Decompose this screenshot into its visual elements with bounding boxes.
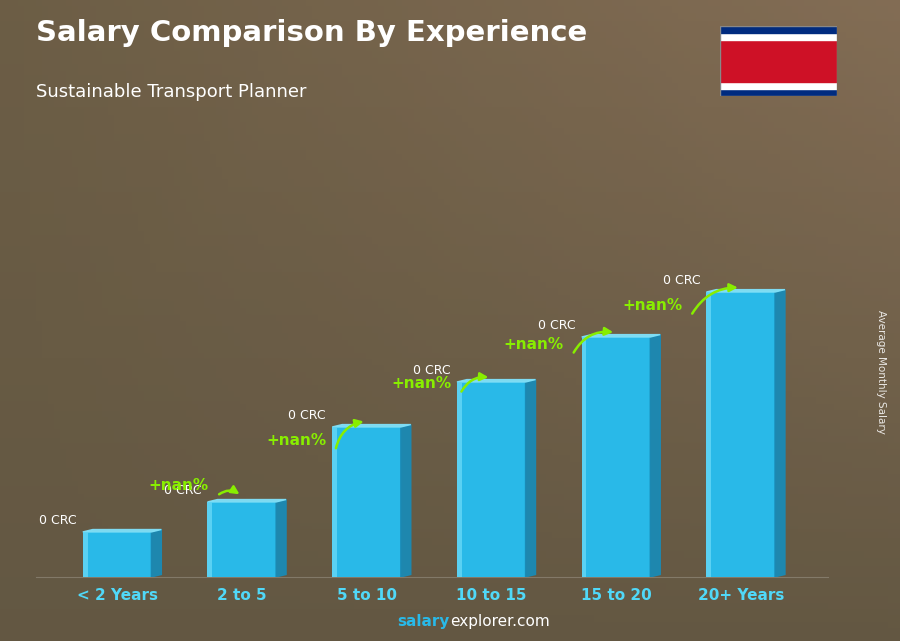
Polygon shape [775, 290, 785, 577]
Text: Average Monthly Salary: Average Monthly Salary [877, 310, 886, 434]
Bar [208, 502, 276, 577]
Text: +nan%: +nan% [148, 478, 209, 493]
Polygon shape [581, 335, 661, 337]
Bar [706, 292, 711, 577]
Text: +nan%: +nan% [504, 337, 563, 352]
Text: +nan%: +nan% [392, 376, 452, 391]
Bar [83, 532, 87, 577]
Polygon shape [276, 499, 286, 577]
Text: +nan%: +nan% [266, 433, 327, 448]
Polygon shape [706, 290, 785, 292]
Polygon shape [151, 529, 161, 577]
Polygon shape [651, 335, 661, 577]
Text: +nan%: +nan% [622, 298, 682, 313]
Bar [720, 33, 837, 40]
Bar [581, 337, 587, 577]
Text: explorer.com: explorer.com [450, 615, 550, 629]
Bar [720, 82, 837, 89]
Text: 0 CRC: 0 CRC [288, 408, 326, 422]
Polygon shape [400, 424, 410, 577]
Text: Sustainable Transport Planner: Sustainable Transport Planner [36, 83, 307, 101]
Bar [720, 40, 837, 82]
Bar [208, 502, 212, 577]
Text: 0 CRC: 0 CRC [662, 274, 700, 287]
Bar [332, 427, 400, 577]
Bar [720, 89, 837, 96]
Polygon shape [83, 529, 161, 532]
Bar [720, 26, 837, 33]
Polygon shape [526, 379, 536, 577]
Bar [83, 532, 151, 577]
Polygon shape [208, 499, 286, 502]
Polygon shape [332, 424, 410, 427]
Text: Salary Comparison By Experience: Salary Comparison By Experience [36, 19, 587, 47]
Text: salary: salary [398, 615, 450, 629]
Bar [581, 337, 651, 577]
Bar [332, 427, 337, 577]
Bar [457, 382, 462, 577]
Text: 0 CRC: 0 CRC [39, 513, 76, 526]
Polygon shape [457, 379, 536, 382]
Text: 0 CRC: 0 CRC [164, 483, 202, 497]
Text: 0 CRC: 0 CRC [538, 319, 575, 331]
Bar [706, 292, 775, 577]
Bar [457, 382, 526, 577]
Text: 0 CRC: 0 CRC [413, 363, 451, 376]
